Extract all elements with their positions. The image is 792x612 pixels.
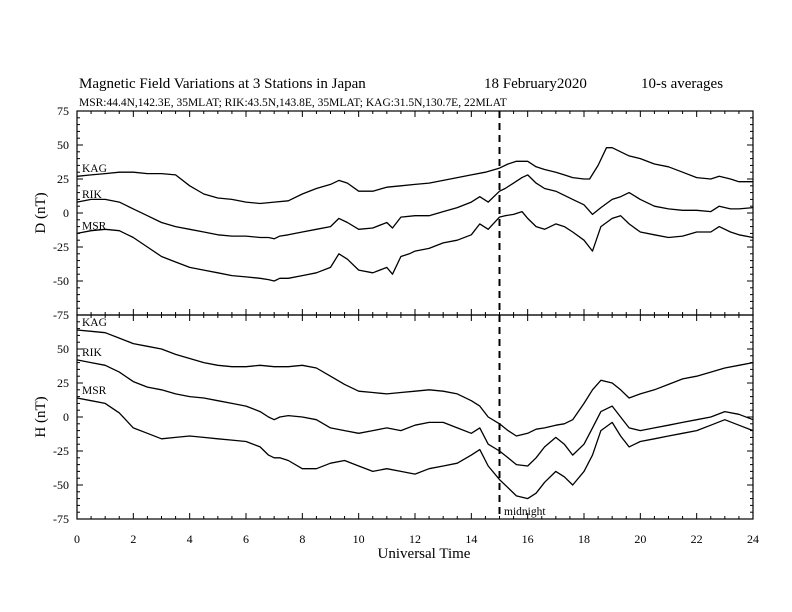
series-label-msr: MSR	[82, 220, 107, 232]
y-tick-label: -25	[53, 240, 69, 254]
y-tick-label: -50	[53, 478, 69, 492]
series-line-msr	[76, 210, 754, 282]
series-line-kag	[76, 329, 754, 437]
y-tick-label: 0	[63, 206, 69, 220]
y-tick-label: -25	[53, 444, 69, 458]
y-tick-label: -75	[53, 308, 69, 322]
stations-info: MSR:44.4N,142.3E, 35MLAT; RIK:43.5N,143.…	[79, 97, 507, 109]
x-tick-label: 20	[634, 532, 646, 546]
panel-frame	[76, 110, 754, 316]
series-line-rik	[76, 359, 754, 467]
x-tick-label: 0	[74, 532, 80, 546]
x-tick-label: 22	[691, 532, 703, 546]
y-tick-label: 75	[57, 104, 69, 118]
y-tick-label: -50	[53, 274, 69, 288]
midnight-label: midnight	[504, 506, 546, 518]
x-axis-label: Universal Time	[378, 546, 471, 562]
series-label-kag: KAG	[82, 317, 107, 329]
series-line-msr	[76, 397, 754, 500]
series-line-kag	[76, 147, 753, 205]
chart-date: 18 February2020	[484, 76, 587, 92]
chart-averaging: 10-s averages	[641, 76, 723, 92]
panel-frame	[76, 314, 754, 520]
x-tick-label: 16	[522, 532, 534, 546]
chart-title: Magnetic Field Variations at 3 Stations …	[79, 76, 366, 92]
x-tick-label: 6	[243, 532, 249, 546]
x-tick-label: 2	[130, 532, 136, 546]
x-tick-label: 4	[187, 532, 193, 546]
x-tick-label: 24	[747, 532, 759, 546]
panel-d: -75 -50 -25 0 25 50 75 D (nT) KAG RIK MSR	[33, 104, 754, 322]
y-tick-label: 0	[63, 410, 69, 424]
y-tick-label: 25	[57, 376, 69, 390]
series-label-rik: RIK	[82, 189, 103, 201]
x-tick-label: 10	[353, 532, 365, 546]
series-label-kag: KAG	[82, 163, 107, 175]
series-label-rik: RIK	[82, 347, 103, 359]
x-tick-label: 14	[465, 532, 477, 546]
y-tick-label: -75	[53, 512, 69, 526]
y-tick-label: 25	[57, 172, 69, 186]
y-tick-label: 50	[57, 342, 69, 356]
series-label-msr: MSR	[82, 385, 107, 397]
x-tick-label: 18	[578, 532, 590, 546]
series-line-rik	[76, 174, 754, 240]
x-tick-label: 12	[409, 532, 421, 546]
y-axis-label: H (nT)	[33, 396, 49, 437]
x-tick-label: 8	[299, 532, 305, 546]
y-tick-label: 50	[57, 138, 69, 152]
y-axis-label: D (nT)	[33, 192, 49, 233]
